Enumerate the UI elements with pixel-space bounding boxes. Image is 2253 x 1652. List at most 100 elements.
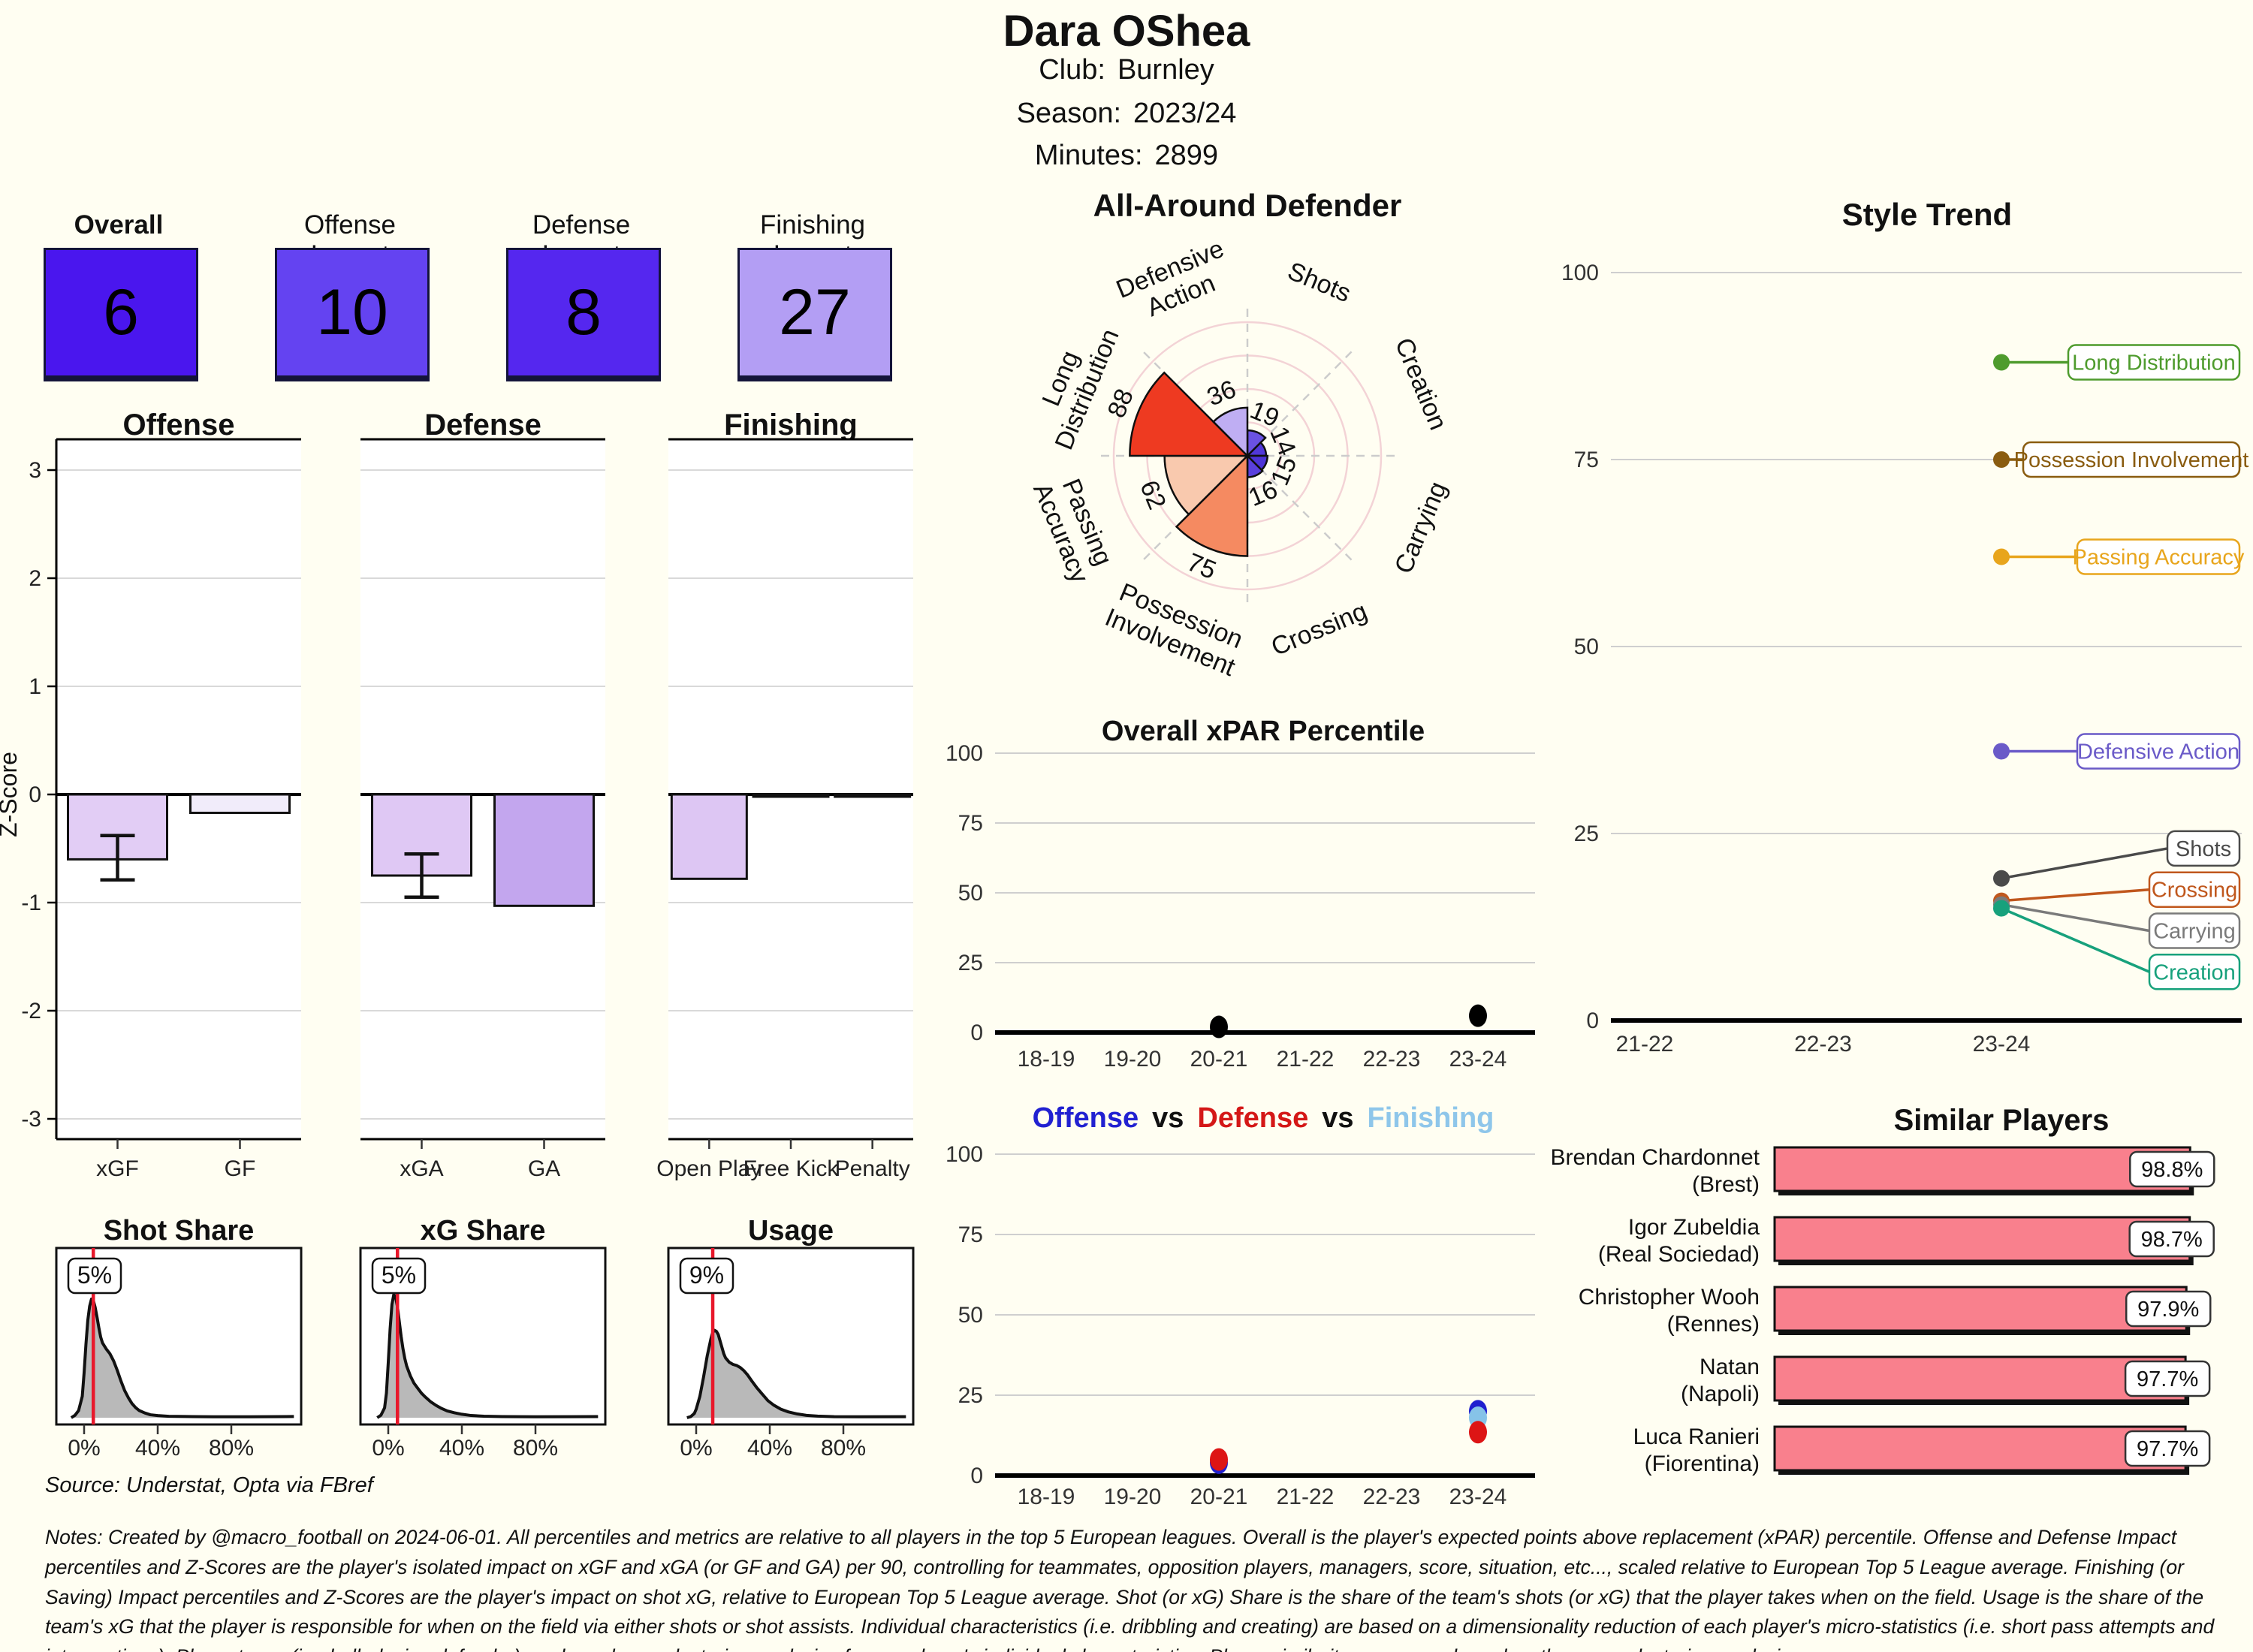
svg-text:PossessionInvolvement: PossessionInvolvement [1101,577,1250,683]
methodology-notes: Notes: Created by @macro_football on 202… [45,1526,2215,1652]
finishing-impact-card: 27 [737,248,892,378]
finishing-zscore-title: Finishing [724,408,858,442]
svg-text:98.7%: 98.7% [2141,1228,2203,1252]
svg-text:25: 25 [1574,821,1599,846]
svg-text:-3: -3 [21,1107,41,1132]
svg-text:50: 50 [958,881,983,906]
svg-text:Christopher Wooh: Christopher Wooh [1579,1285,1760,1310]
club-label: Club: [1039,54,1105,86]
svg-text:9%: 9% [689,1262,724,1289]
season-line: Season: 2023/24 [0,98,2253,130]
svg-text:Open Play: Open Play [656,1156,762,1181]
svg-text:Carrying: Carrying [1389,478,1452,577]
svg-text:21-22: 21-22 [1277,1047,1335,1072]
svg-text:40%: 40% [747,1436,792,1461]
svg-text:(Brest): (Brest) [1692,1172,1760,1197]
overall-card-label: Overall [74,210,164,240]
svg-text:Possession Involvement: Possession Involvement [2014,448,2249,472]
svg-text:5%: 5% [77,1262,112,1289]
minutes-value: 2899 [1154,140,1219,171]
svg-text:0: 0 [970,1464,983,1488]
svg-text:-2: -2 [21,999,41,1023]
svg-text:Creation: Creation [2153,960,2236,984]
ovd-title-offense: Offense [1032,1102,1139,1134]
svg-text:DefensiveAction: DefensiveAction [1112,234,1239,330]
finishing-impact-value: 27 [779,276,851,348]
xg-share-title: xG Share [420,1215,546,1247]
player-type-title: All-Around Defender [1093,188,1402,223]
svg-text:xGF: xGF [96,1156,139,1181]
svg-text:Creation: Creation [1389,334,1452,434]
svg-text:-1: -1 [21,891,41,915]
svg-text:18-19: 18-19 [1018,1047,1075,1072]
svg-text:Igor Zubeldia: Igor Zubeldia [1628,1215,1760,1240]
svg-text:Shots: Shots [2176,837,2231,861]
svg-text:Brendan Chardonnet: Brendan Chardonnet [1550,1145,1760,1170]
svg-text:Free Kick: Free Kick [743,1156,840,1181]
minutes-label: Minutes: [1034,140,1143,171]
svg-text:25: 25 [958,951,983,975]
svg-text:Carrying: Carrying [2153,919,2236,943]
svg-text:22-23: 22-23 [1363,1047,1421,1072]
svg-text:0: 0 [29,782,41,807]
svg-text:0: 0 [1586,1008,1599,1033]
svg-text:23-24: 23-24 [1973,1032,2031,1057]
xpar-percentile-title: Overall xPAR Percentile [1101,716,1425,747]
svg-text:Z-Score: Z-Score [0,752,22,837]
svg-text:PassingAccuracy: PassingAccuracy [1027,469,1120,587]
svg-text:40%: 40% [135,1436,180,1461]
svg-text:2: 2 [29,566,41,591]
svg-text:97.9%: 97.9% [2137,1298,2199,1322]
svg-text:75: 75 [958,811,983,836]
offense-zscore-title: Offense [122,408,235,442]
svg-text:0%: 0% [372,1436,404,1461]
svg-text:GA: GA [528,1156,560,1181]
svg-text:19-20: 19-20 [1104,1485,1162,1509]
svg-text:Crossing: Crossing [1267,597,1371,662]
svg-text:80%: 80% [209,1436,254,1461]
svg-text:3: 3 [29,458,41,483]
svg-text:97.7%: 97.7% [2137,1367,2198,1391]
offense-impact-card: 10 [275,248,430,378]
defense-impact-value: 8 [566,276,602,348]
svg-text:98.8%: 98.8% [2141,1158,2203,1182]
svg-text:23-24: 23-24 [1449,1047,1507,1072]
svg-text:75: 75 [958,1222,983,1247]
svg-text:20-21: 20-21 [1190,1485,1248,1509]
svg-text:75: 75 [1183,548,1220,586]
svg-text:LongDistribution: LongDistribution [1023,314,1124,454]
shot-share-title: Shot Share [103,1215,255,1247]
svg-text:Long Distribution: Long Distribution [2072,351,2236,375]
svg-text:80%: 80% [513,1436,558,1461]
svg-text:100: 100 [946,1142,983,1167]
svg-text:75: 75 [1574,448,1599,472]
ovd-title-defense: Defense [1197,1102,1309,1134]
club-value: Burnley [1117,54,1214,86]
svg-text:Shots: Shots [1283,257,1355,308]
svg-text:18-19: 18-19 [1018,1485,1075,1509]
svg-text:36: 36 [1203,375,1240,412]
svg-text:22-23: 22-23 [1794,1032,1852,1057]
svg-text:80%: 80% [821,1436,866,1461]
svg-text:(Fiorentina): (Fiorentina) [1645,1452,1760,1476]
svg-text:1: 1 [29,674,41,699]
svg-text:0%: 0% [68,1436,100,1461]
svg-text:0: 0 [970,1020,983,1045]
svg-text:23-24: 23-24 [1449,1485,1507,1509]
svg-text:Natan: Natan [1700,1355,1760,1379]
svg-text:Crossing: Crossing [2152,879,2237,903]
svg-text:50: 50 [1574,635,1599,659]
svg-text:62: 62 [1134,476,1172,513]
overall-percentile-card: 6 [44,248,198,378]
svg-text:0%: 0% [680,1436,712,1461]
offense-impact-value: 10 [316,276,388,348]
svg-text:Luca Ranieri: Luca Ranieri [1633,1424,1760,1449]
svg-text:Passing Accuracy: Passing Accuracy [2073,545,2245,569]
usage-title: Usage [747,1215,834,1247]
svg-text:xGA: xGA [400,1156,443,1181]
defense-zscore-title: Defense [424,408,541,442]
style-trend-title: Style Trend [1841,197,2013,232]
club-line: Club: Burnley [0,54,2253,86]
svg-text:100: 100 [1561,261,1599,285]
